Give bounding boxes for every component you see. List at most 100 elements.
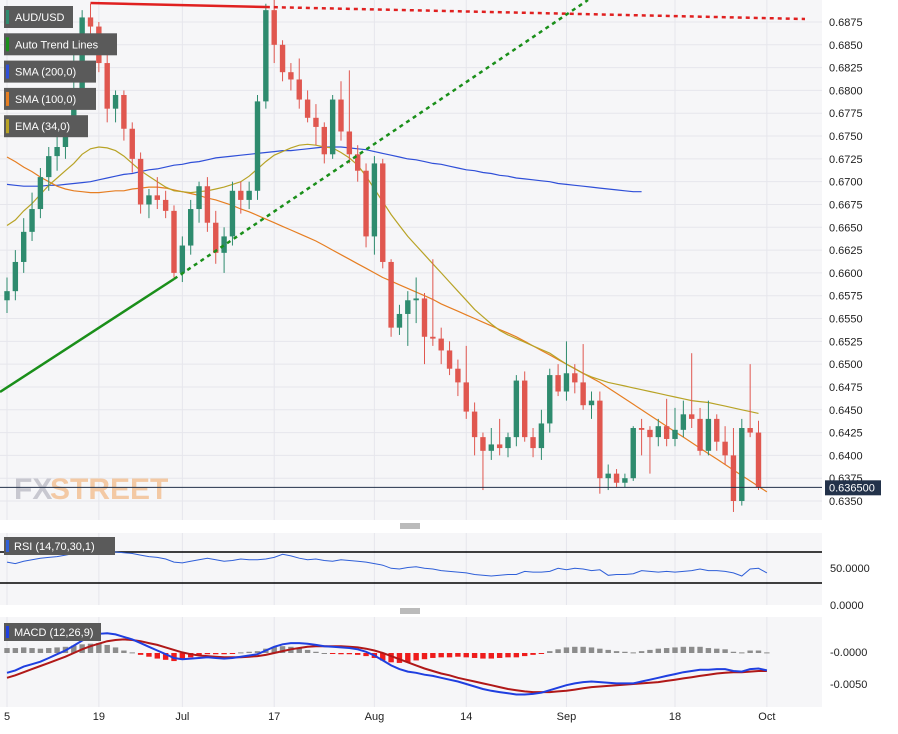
ema-swatch bbox=[6, 119, 9, 134]
macd-histogram-bar bbox=[421, 653, 428, 660]
macd-histogram-bar bbox=[112, 647, 119, 653]
candle-body bbox=[413, 298, 419, 301]
legend-item[interactable]: EMA (34,0) bbox=[4, 115, 88, 138]
macd-histogram-bar bbox=[488, 653, 494, 659]
candle-body bbox=[630, 428, 636, 479]
price-axis: 0.6875 0.6850 0.6825 0.6800 0.6775 0.6750 0.67… bbox=[829, 17, 863, 508]
candle-body bbox=[271, 10, 277, 45]
macd-histogram-bar bbox=[597, 648, 603, 653]
candle-body bbox=[605, 473, 611, 479]
candle-body bbox=[296, 79, 302, 100]
candle-body bbox=[705, 418, 712, 451]
candle-body bbox=[54, 146, 60, 157]
macd-histogram-bar bbox=[338, 653, 344, 655]
candle-body bbox=[355, 154, 361, 171]
price-tick-label: 0.6700 bbox=[829, 177, 863, 189]
price-tick-label: 0.6800 bbox=[829, 85, 863, 97]
candle-body bbox=[371, 163, 378, 237]
rsi-label-box[interactable]: RSI (14,70,30,1) bbox=[4, 537, 115, 555]
macd-histogram-bar bbox=[396, 653, 403, 663]
macd-histogram-bar bbox=[380, 653, 386, 661]
macd-histogram-bar bbox=[672, 647, 678, 653]
candle-body bbox=[380, 163, 386, 262]
candle-body bbox=[112, 94, 119, 109]
sma200-swatch bbox=[6, 64, 9, 79]
candle-body bbox=[405, 300, 411, 314]
legend-item-bg bbox=[4, 6, 73, 28]
candle-body bbox=[513, 380, 520, 438]
time-tick-label: 18 bbox=[669, 711, 681, 723]
macd-histogram-bar bbox=[238, 652, 244, 654]
rsi-tick-0: 0.0000 bbox=[830, 600, 864, 612]
macd-histogram-bar bbox=[154, 653, 160, 659]
price-tick-label: 0.6825 bbox=[829, 63, 863, 75]
candle-body bbox=[254, 101, 261, 191]
time-tick-label: 19 bbox=[93, 711, 105, 723]
price-tick-label: 0.6550 bbox=[829, 314, 863, 326]
macd-histogram-bar bbox=[755, 650, 762, 653]
macd-histogram-bar bbox=[146, 653, 152, 657]
macd-histogram-bar bbox=[313, 651, 319, 653]
pane-divider-1[interactable] bbox=[400, 523, 420, 529]
candle-body bbox=[313, 117, 319, 127]
macd-histogram-bar bbox=[580, 646, 586, 653]
macd-histogram-bar bbox=[4, 648, 10, 653]
sma100-swatch bbox=[6, 91, 9, 106]
price-tick-label: 0.6575 bbox=[829, 291, 863, 303]
macd-line bbox=[6, 632, 768, 696]
candle-body bbox=[87, 17, 94, 27]
time-tick-label: Jul bbox=[175, 711, 189, 723]
candle-body bbox=[12, 261, 19, 292]
candle-body bbox=[137, 158, 144, 205]
candle-body bbox=[714, 418, 720, 442]
candle-body bbox=[321, 126, 327, 155]
candle-body bbox=[697, 418, 703, 451]
candle-body bbox=[622, 478, 628, 483]
rsi-line bbox=[6, 549, 768, 577]
candle-body bbox=[204, 186, 211, 223]
macd-histogram-bar bbox=[438, 653, 444, 658]
legend-item-bg bbox=[4, 115, 88, 138]
macd-histogram-bar bbox=[714, 648, 720, 653]
rsi-label: RSI (14,70,30,1) bbox=[14, 541, 95, 553]
candle-body bbox=[680, 414, 687, 430]
macd-histogram-bar bbox=[363, 653, 369, 657]
legend-item-bg bbox=[4, 60, 96, 83]
price-tick-label: 0.6775 bbox=[829, 108, 863, 120]
candle-body bbox=[597, 400, 603, 479]
candle-body bbox=[388, 261, 394, 328]
candle-body bbox=[179, 245, 186, 273]
candle-body bbox=[572, 373, 578, 383]
candle-body bbox=[739, 428, 745, 501]
macd-histogram-bar bbox=[71, 645, 77, 653]
macd-histogram-bar bbox=[547, 651, 553, 653]
price-tick-label: 0.6600 bbox=[829, 268, 863, 280]
rsi-indicator bbox=[0, 549, 822, 584]
macd-label-box[interactable]: MACD (12,26,9) bbox=[4, 623, 101, 641]
time-tick-label: 14 bbox=[460, 711, 472, 723]
candle-body bbox=[121, 94, 127, 129]
legend-item[interactable]: AUD/USD bbox=[4, 6, 73, 28]
pane-divider-2[interactable] bbox=[400, 608, 420, 614]
macd-histogram-bar bbox=[455, 653, 461, 657]
macd-label: MACD (12,26,9) bbox=[14, 627, 93, 639]
legend-item-label: AUD/USD bbox=[15, 12, 65, 24]
candle-body bbox=[238, 190, 244, 200]
candle-body bbox=[480, 437, 486, 451]
legend-item-label: Auto Trend Lines bbox=[15, 39, 99, 51]
macd-histogram-bar bbox=[705, 648, 712, 653]
legend-item[interactable]: Auto Trend Lines bbox=[4, 33, 117, 56]
legend-item[interactable]: SMA (200,0) bbox=[4, 60, 96, 83]
price-tick-label: 0.6525 bbox=[829, 336, 863, 348]
time-tick-label: 5 bbox=[4, 711, 10, 723]
macd-histogram-bar bbox=[162, 653, 169, 660]
legend-item[interactable]: SMA (100,0) bbox=[4, 87, 96, 110]
macd-histogram-bar bbox=[246, 651, 252, 653]
candle-body bbox=[689, 414, 695, 419]
macd-histogram-bar bbox=[346, 653, 353, 655]
macd-histogram-bar bbox=[204, 653, 211, 655]
main-pane bbox=[0, 0, 822, 520]
price-tick-label: 0.6500 bbox=[829, 359, 863, 371]
candle-body bbox=[563, 373, 570, 392]
watermark-fx: FX bbox=[14, 473, 52, 506]
